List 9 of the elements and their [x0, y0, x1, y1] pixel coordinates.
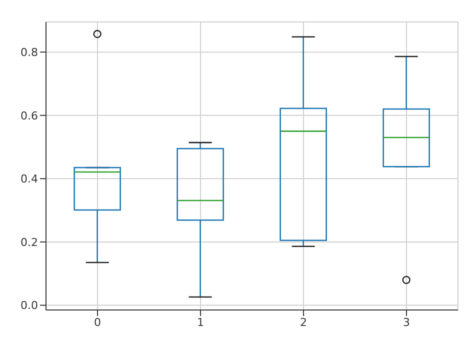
y-tick-label: 0.2	[20, 236, 38, 249]
y-tick-label: 0.0	[20, 299, 38, 312]
y-tick-label: 0.6	[20, 109, 38, 122]
y-tick-label: 0.4	[20, 172, 38, 186]
y-tick-label: 0.8	[20, 46, 38, 59]
x-tick-label: 0	[94, 316, 101, 329]
x-tick-label: 1	[197, 316, 204, 329]
x-tick-label: 2	[300, 316, 307, 329]
x-tick-label: 3	[403, 316, 410, 329]
